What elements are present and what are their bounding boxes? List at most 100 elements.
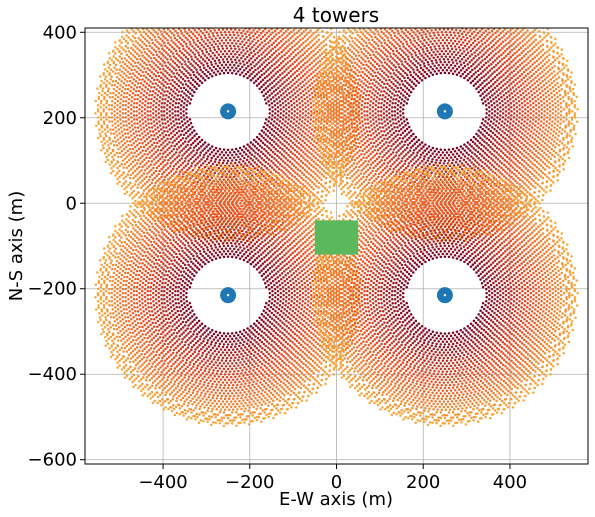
heliostat-point xyxy=(325,122,329,125)
heliostat-point xyxy=(125,161,129,164)
heliostat-point xyxy=(299,50,302,53)
heliostat-point xyxy=(467,66,470,70)
heliostat-point xyxy=(121,60,125,64)
heliostat-point xyxy=(161,160,165,164)
heliostat-point xyxy=(262,51,265,54)
heliostat-point xyxy=(146,147,150,151)
heliostat-point xyxy=(306,60,309,63)
heliostat-point xyxy=(437,156,440,159)
heliostat-point xyxy=(246,76,249,80)
heliostat-point xyxy=(248,48,252,51)
heliostat-point xyxy=(169,118,172,121)
heliostat-point xyxy=(233,156,236,159)
heliostat-point xyxy=(187,2,190,5)
heliostat-point xyxy=(157,159,160,163)
heliostat-point xyxy=(239,157,242,161)
heliostat-point xyxy=(274,77,278,81)
heliostat-point xyxy=(350,120,354,123)
heliostat-point xyxy=(196,14,199,17)
heliostat-point xyxy=(324,38,327,41)
heliostat-point xyxy=(430,54,433,57)
heliostat-point xyxy=(162,2,165,4)
heliostat-point xyxy=(176,114,180,117)
heliostat-point xyxy=(185,24,188,27)
heliostat-point xyxy=(240,51,243,54)
heliostat-point xyxy=(157,108,160,111)
heliostat-point xyxy=(150,154,154,158)
heliostat-point xyxy=(277,31,280,35)
heliostat-point xyxy=(158,139,161,143)
heliostat-point xyxy=(148,49,151,53)
heliostat-point xyxy=(218,4,221,7)
heliostat-point xyxy=(288,43,291,46)
heliostat-point xyxy=(283,228,287,231)
heliostat-point xyxy=(459,63,463,66)
heliostat-point xyxy=(318,171,322,174)
heliostat-point xyxy=(253,13,256,16)
heliostat-point xyxy=(243,13,246,16)
heliostat-point xyxy=(268,108,272,111)
heliostat-point xyxy=(475,132,478,136)
heliostat-point xyxy=(156,126,160,129)
heliostat-point xyxy=(468,159,471,162)
heliostat-point xyxy=(121,85,125,89)
heliostat-point xyxy=(266,140,269,143)
heliostat-point xyxy=(303,141,307,145)
heliostat-point xyxy=(153,86,156,89)
heliostat-point xyxy=(198,160,201,163)
heliostat-point xyxy=(411,62,415,65)
heliostat-point xyxy=(117,124,120,127)
heliostat-point xyxy=(408,83,411,87)
heliostat-point xyxy=(270,219,274,222)
heliostat-point xyxy=(192,41,196,44)
heliostat-point xyxy=(164,97,167,101)
heliostat-point xyxy=(481,149,485,153)
heliostat-point xyxy=(203,153,206,157)
heliostat-point xyxy=(164,4,167,7)
heliostat-point xyxy=(485,137,489,140)
heliostat-point xyxy=(216,64,220,68)
heliostat-point xyxy=(168,79,171,82)
heliostat-point xyxy=(262,4,265,7)
heliostat-point xyxy=(271,96,275,99)
heliostat-point xyxy=(169,102,172,105)
heliostat-point xyxy=(96,108,100,111)
heliostat-point xyxy=(396,112,399,115)
heliostat-point xyxy=(305,33,309,36)
heliostat-point xyxy=(185,125,188,129)
heliostat-point xyxy=(133,145,137,149)
heliostat-point xyxy=(302,156,305,159)
heliostat-point xyxy=(152,147,156,150)
heliostat-point xyxy=(485,142,488,145)
heliostat-point xyxy=(484,104,488,107)
heliostat-point xyxy=(100,93,104,97)
heliostat-point xyxy=(272,74,276,77)
heliostat-point xyxy=(354,144,358,148)
heliostat-point xyxy=(143,163,146,167)
heliostat-point xyxy=(114,52,117,55)
heliostat-point xyxy=(248,151,252,154)
heliostat-point xyxy=(193,53,197,56)
heliostat-point xyxy=(271,69,275,72)
heliostat-point xyxy=(195,31,199,34)
heliostat-point xyxy=(198,16,201,19)
heliostat-point xyxy=(260,53,263,56)
heliostat-point xyxy=(398,137,401,140)
heliostat-point xyxy=(162,141,165,144)
heliostat-point xyxy=(185,104,189,107)
heliostat-point xyxy=(137,183,140,186)
heliostat-point xyxy=(158,152,162,155)
heliostat-point xyxy=(150,46,154,50)
heliostat-point xyxy=(479,88,482,92)
heliostat-point xyxy=(212,34,215,38)
heliostat-point xyxy=(277,171,280,175)
heliostat-point xyxy=(334,85,338,89)
heliostat-point xyxy=(253,75,257,78)
heliostat-point xyxy=(137,89,141,93)
heliostat-point xyxy=(248,53,251,57)
heliostat-point xyxy=(139,57,142,61)
heliostat-point xyxy=(105,101,108,105)
heliostat-point xyxy=(443,148,447,152)
heliostat-point xyxy=(274,94,277,97)
heliostat-point xyxy=(302,41,305,45)
